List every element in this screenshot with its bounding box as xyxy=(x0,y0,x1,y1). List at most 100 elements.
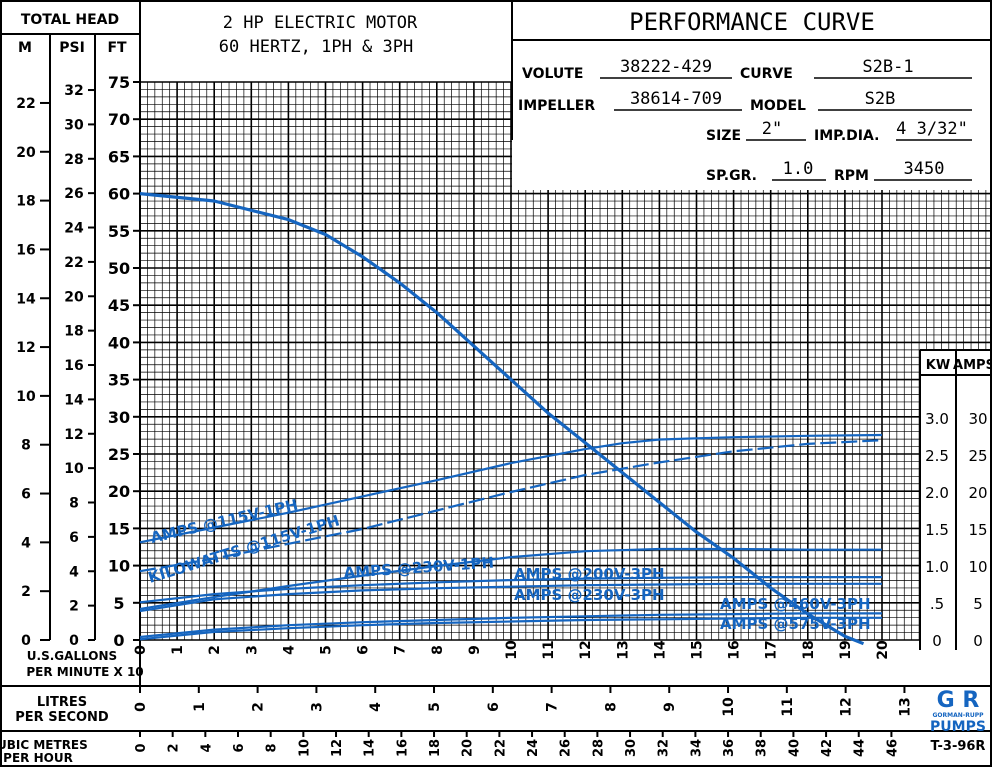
ft-tick-label: 30 xyxy=(108,408,130,427)
psi-tick-label: 0 xyxy=(69,633,79,649)
cubic-tick-label: 10 xyxy=(297,739,312,757)
gpm-tick-label: 13 xyxy=(615,640,631,659)
ft-tick-label: 25 xyxy=(108,445,130,464)
gpm-tick-label: 9 xyxy=(467,645,483,655)
cubic-tick-label: 36 xyxy=(722,739,737,757)
ft-tick-label: 0 xyxy=(113,631,124,650)
cubic-tick-label: 12 xyxy=(330,739,345,757)
litres-tick-label: 6 xyxy=(486,702,502,712)
curve-amps-230v-3ph xyxy=(139,582,882,613)
ft-tick-label: 55 xyxy=(108,222,130,241)
ft-tick-label: 40 xyxy=(108,333,130,352)
cubic-axis-label-1: CUBIC METRES xyxy=(0,738,88,752)
gpm-tick-label: 14 xyxy=(652,640,668,660)
m-tick-label: 10 xyxy=(16,389,36,405)
gpm-tick-label: 12 xyxy=(578,640,594,659)
psi-tick-label: 10 xyxy=(64,461,84,477)
spgr-value: 1.0 xyxy=(783,159,814,179)
gpm-tick-label: 2 xyxy=(207,645,223,655)
psi-tick-label: 6 xyxy=(69,530,79,546)
impdia-label: IMP.DIA. xyxy=(814,128,879,144)
m-tick-label: 4 xyxy=(21,535,31,551)
cubic-tick-label: 30 xyxy=(624,739,639,757)
impeller-value: 38614-709 xyxy=(630,89,722,109)
gorman-rupp-logo: G R GORMAN-RUPP PUMPS xyxy=(930,688,986,735)
gpm-tick-label: 11 xyxy=(541,640,557,659)
gpm-tick-label: 20 xyxy=(875,640,891,660)
impdia-value: 4 3/32" xyxy=(896,119,968,139)
psi-column-label: PSI xyxy=(59,40,85,56)
amps-tick-label: 30 xyxy=(968,410,987,428)
motor-title-line2: 60 HERTZ, 1PH & 3PH xyxy=(219,37,413,57)
ft-tick-label: 50 xyxy=(108,259,130,278)
curve-value: S2B-1 xyxy=(862,57,913,77)
amps-tick-label: 0 xyxy=(973,632,983,650)
logo-mark: G R xyxy=(937,688,980,713)
amps-tick-label: 5 xyxy=(973,595,983,613)
litres-axis-label-1: LITRES xyxy=(37,695,87,710)
amps-tick-label: 20 xyxy=(968,484,987,502)
motor-title-line1: 2 HP ELECTRIC MOTOR xyxy=(223,13,418,33)
curve-kilowatts-115v-1ph xyxy=(139,439,883,573)
m-tick-label: 8 xyxy=(21,438,31,454)
amps-axis-label: AMPS xyxy=(953,358,992,373)
size-label: SIZE xyxy=(706,128,741,144)
cubic-tick-label: 26 xyxy=(559,739,574,757)
m-tick-label: 14 xyxy=(16,291,36,307)
ft-column-label: FT xyxy=(107,40,127,56)
curve-label-6: AMPS @575V-3PH xyxy=(720,615,871,633)
kw-tick-label: 0 xyxy=(932,632,942,650)
gpm-tick-label: 4 xyxy=(281,645,297,655)
psi-tick-label: 32 xyxy=(64,83,83,99)
gpm-tick-label: 6 xyxy=(356,645,372,655)
m-tick-label: 16 xyxy=(16,242,35,258)
cubic-axis-label-2: PER HOUR xyxy=(3,751,73,765)
ft-tick-label: 35 xyxy=(108,371,130,390)
rpm-value: 3450 xyxy=(904,159,945,179)
ft-tick-label: 65 xyxy=(108,147,130,166)
psi-tick-label: 14 xyxy=(64,392,84,408)
cubic-tick-label: 46 xyxy=(885,739,900,757)
psi-tick-label: 26 xyxy=(64,186,83,202)
curve-amps-115v-1ph xyxy=(139,433,883,544)
litres-axis-label-2: PER SECOND xyxy=(15,710,109,725)
curve-amps-460v-3ph xyxy=(139,612,882,639)
gallons-axis-label-1: U.S.GALLONS xyxy=(27,649,117,663)
litres-tick-label: 12 xyxy=(839,697,855,716)
litres-tick-label: 9 xyxy=(662,702,678,712)
kw-tick-label: 2.0 xyxy=(925,484,949,502)
cubic-tick-label: 22 xyxy=(493,739,508,757)
m-tick-label: 0 xyxy=(21,633,31,649)
gpm-tick-label: 18 xyxy=(801,640,817,659)
cubic-tick-label: 0 xyxy=(134,743,149,752)
spec-panel-bg-2 xyxy=(692,110,992,190)
m-tick-label: 12 xyxy=(16,340,35,356)
spec-fields: VOLUTE 38222-429 CURVE S2B-1 IMPELLER 38… xyxy=(518,57,972,184)
cubic-tick-label: 8 xyxy=(265,743,280,752)
cubic-tick-label: 16 xyxy=(395,739,410,757)
psi-tick-label: 22 xyxy=(64,255,83,271)
cubic-tick-label: 38 xyxy=(755,739,770,757)
gpm-tick-label: 10 xyxy=(504,640,520,660)
psi-tick-label: 24 xyxy=(64,221,84,237)
gpm-tick-label: 5 xyxy=(319,645,335,655)
size-value: 2" xyxy=(762,119,782,139)
curve-label-2: AMPS @230V-1PH xyxy=(343,554,494,582)
volute-value: 38222-429 xyxy=(620,57,712,77)
spgr-label: SP.GR. xyxy=(706,168,757,184)
litres-tick-label: 13 xyxy=(897,697,913,716)
volute-label: VOLUTE xyxy=(522,66,583,82)
gpm-tick-label: 17 xyxy=(764,640,780,659)
cubic-tick-label: 14 xyxy=(363,739,378,757)
brand-name: GORMAN-RUPP xyxy=(932,712,984,719)
litres-tick-label: 3 xyxy=(309,702,325,712)
curve-label-3: AMPS @200V-3PH xyxy=(514,565,665,583)
gpm-tick-label: 3 xyxy=(244,645,260,655)
kw-axis-label: KW xyxy=(926,358,950,373)
cubic-tick-label: 42 xyxy=(820,739,835,757)
cubic-tick-label: 34 xyxy=(689,739,704,757)
litres-tick-label: 10 xyxy=(721,697,737,717)
curve-label-5: AMPS @460V-3PH xyxy=(720,595,871,613)
ft-tick-label: 5 xyxy=(113,594,124,613)
